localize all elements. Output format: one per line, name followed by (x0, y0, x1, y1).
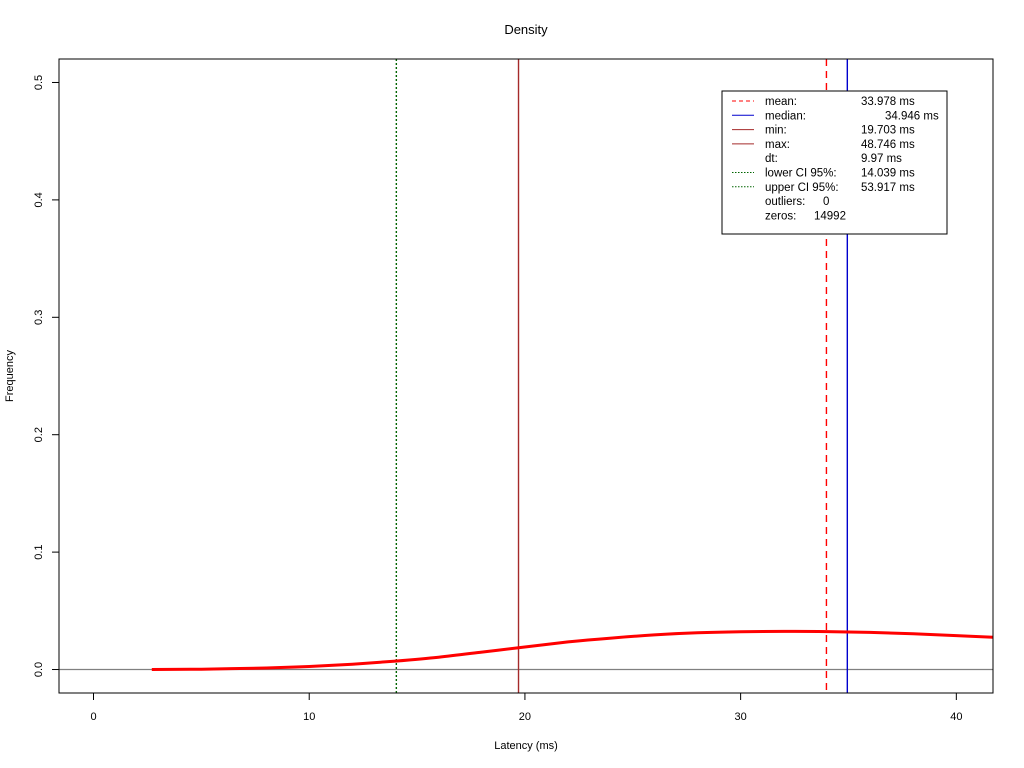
legend-value: 14992 (814, 210, 846, 222)
y-tick-label: 0.3 (33, 310, 45, 325)
legend-value: 48.746 ms (861, 139, 915, 151)
legend-entry: median: 34.946 ms (732, 110, 939, 122)
x-axis: 0 10 20 30 40 (90, 692, 962, 723)
y-tick-label: 0.1 (33, 544, 45, 559)
legend-entry: dt: 9.97 ms (765, 153, 902, 165)
y-axis: 0.0 0.1 0.2 0.3 0.4 0.5 (33, 75, 60, 677)
legend-value: 9.97 ms (861, 153, 902, 165)
legend-label: dt: (765, 153, 778, 165)
legend-label: outliers: (765, 196, 805, 208)
y-tick-label: 0.4 (33, 192, 45, 207)
legend-value: 14.039 ms (861, 168, 915, 180)
legend-value: 34.946 ms (885, 110, 939, 122)
legend-label: mean: (765, 96, 797, 108)
density-curve (151, 629, 993, 671)
legend-box (721, 90, 948, 235)
x-tick-label: 20 (519, 711, 531, 723)
legend-label: max: (765, 139, 790, 151)
legend: mean: 33.978 ms median: 34.946 ms min: 19.703… (721, 90, 948, 235)
legend-value: 53.917 ms (861, 182, 915, 194)
y-tick-label: 0.2 (33, 427, 45, 442)
y-tick-label: 0.0 (33, 662, 45, 677)
legend-entry: upper CI 95%: 53.917 ms (732, 182, 915, 194)
legend-entry: mean: 33.978 ms (732, 96, 915, 108)
plot-frame (58, 58, 994, 694)
legend-entry: zeros: 14992 (765, 210, 846, 222)
chart-title: Density (504, 22, 548, 37)
legend-label: median: (765, 110, 806, 122)
y-axis-label: Frequency (4, 350, 16, 402)
legend-entry: min: 19.703 ms (732, 125, 915, 137)
legend-entry: max: 48.746 ms (732, 139, 915, 151)
legend-value: 33.978 ms (861, 96, 915, 108)
legend-label: upper CI 95%: (765, 182, 839, 194)
legend-value: 0 (823, 196, 829, 208)
x-tick-label: 40 (950, 711, 962, 723)
legend-label: min: (765, 125, 787, 137)
x-axis-label: Latency (ms) (494, 740, 558, 752)
x-tick-label: 30 (735, 711, 747, 723)
x-tick-label: 0 (90, 711, 96, 723)
legend-label: zeros: (765, 210, 796, 222)
legend-entry: outliers: 0 (765, 196, 829, 208)
legend-value: 19.703 ms (861, 125, 915, 137)
x-tick-label: 10 (303, 711, 315, 723)
legend-entry: lower CI 95%: 14.039 ms (732, 168, 915, 180)
y-tick-label: 0.5 (33, 75, 45, 90)
legend-label: lower CI 95%: (765, 168, 837, 180)
